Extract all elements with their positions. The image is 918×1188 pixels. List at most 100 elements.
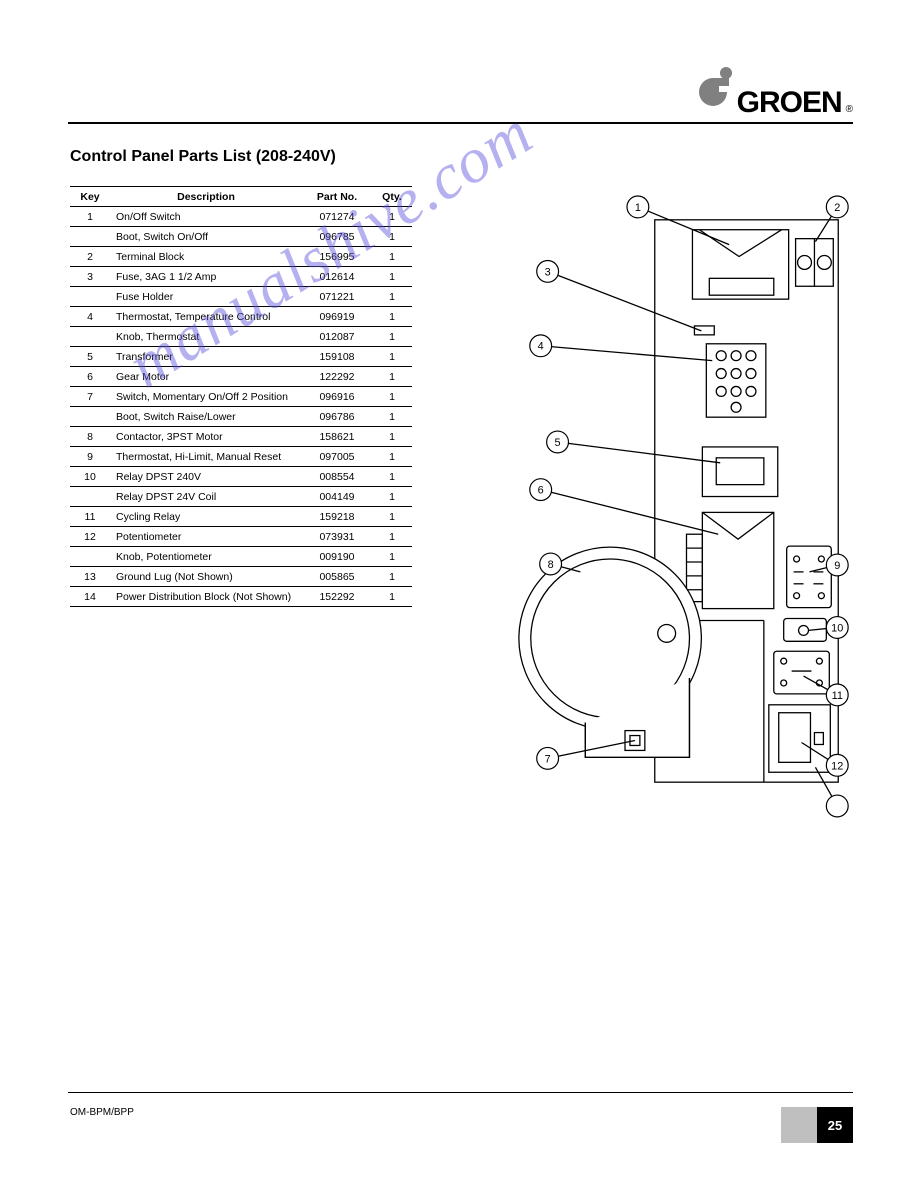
header-qty: Qty. bbox=[372, 187, 412, 207]
table-cell: 1 bbox=[372, 547, 412, 567]
table-cell: 4 bbox=[70, 307, 110, 327]
table-header-row: Key Description Part No. Qty. bbox=[70, 187, 412, 207]
table-cell: 8 bbox=[70, 427, 110, 447]
table-cell: Ground Lug (Not Shown) bbox=[110, 567, 302, 587]
footer-text: OM-BPM/BPP bbox=[70, 1107, 134, 1118]
table-row: 12Potentiometer0739311 bbox=[70, 527, 412, 547]
table-cell: 1 bbox=[372, 387, 412, 407]
table-cell: 096919 bbox=[302, 307, 372, 327]
table-cell: 10 bbox=[70, 467, 110, 487]
table-cell: 14 bbox=[70, 587, 110, 607]
table-cell: Terminal Block bbox=[110, 247, 302, 267]
table-cell: Transformer bbox=[110, 347, 302, 367]
svg-text:10: 10 bbox=[831, 622, 843, 634]
svg-text:5: 5 bbox=[555, 437, 561, 449]
control-panel-diagram: 123456789101112 bbox=[644, 197, 849, 802]
brand-logo: GROEN ® bbox=[693, 64, 853, 120]
table-cell: 11 bbox=[70, 507, 110, 527]
svg-text:4: 4 bbox=[538, 341, 544, 353]
table-cell: 1 bbox=[372, 307, 412, 327]
table-row: 8Contactor, 3PST Motor1586211 bbox=[70, 427, 412, 447]
table-row: Boot, Switch On/Off0967851 bbox=[70, 227, 412, 247]
table-row: Knob, Potentiometer0091901 bbox=[70, 547, 412, 567]
footer-rule bbox=[68, 1092, 853, 1094]
brand-registered: ® bbox=[846, 104, 853, 115]
svg-text:8: 8 bbox=[548, 559, 554, 571]
svg-text:12: 12 bbox=[831, 760, 843, 772]
table-row: Relay DPST 24V Coil0041491 bbox=[70, 487, 412, 507]
table-row: 7Switch, Momentary On/Off 2 Position0969… bbox=[70, 387, 412, 407]
table-cell: 122292 bbox=[302, 367, 372, 387]
table-cell: Cycling Relay bbox=[110, 507, 302, 527]
table-row: Fuse Holder0712211 bbox=[70, 287, 412, 307]
table-cell bbox=[70, 227, 110, 247]
table-cell: Boot, Switch Raise/Lower bbox=[110, 407, 302, 427]
svg-text:3: 3 bbox=[545, 266, 551, 278]
svg-text:9: 9 bbox=[834, 560, 840, 572]
table-cell: 1 bbox=[372, 267, 412, 287]
svg-text:6: 6 bbox=[538, 485, 544, 497]
table-cell: 158621 bbox=[302, 427, 372, 447]
table-cell: 071274 bbox=[302, 207, 372, 227]
table-cell: 1 bbox=[372, 247, 412, 267]
table-row: 4Thermostat, Temperature Control0969191 bbox=[70, 307, 412, 327]
table-cell: 096786 bbox=[302, 407, 372, 427]
table-cell: 071221 bbox=[302, 287, 372, 307]
table-row: 3Fuse, 3AG 1 1/2 Amp0126141 bbox=[70, 267, 412, 287]
header-part: Part No. bbox=[302, 187, 372, 207]
svg-text:2: 2 bbox=[834, 202, 840, 214]
table-cell: 1 bbox=[372, 507, 412, 527]
table-cell: 1 bbox=[372, 427, 412, 447]
table-cell: 9 bbox=[70, 447, 110, 467]
parts-table: Key Description Part No. Qty. 1On/Off Sw… bbox=[70, 186, 412, 607]
table-row: 11Cycling Relay1592181 bbox=[70, 507, 412, 527]
header-key: Key bbox=[70, 187, 110, 207]
table-cell: Boot, Switch On/Off bbox=[110, 227, 302, 247]
table-cell: 1 bbox=[372, 227, 412, 247]
table-cell: 096916 bbox=[302, 387, 372, 407]
table-cell: 13 bbox=[70, 567, 110, 587]
table-row: 5Transformer1591081 bbox=[70, 347, 412, 367]
table-cell: 12 bbox=[70, 527, 110, 547]
table-cell: Gear Motor bbox=[110, 367, 302, 387]
table-cell: 005865 bbox=[302, 567, 372, 587]
table-cell: 1 bbox=[372, 587, 412, 607]
table-cell: 1 bbox=[372, 327, 412, 347]
table-cell: Thermostat, Temperature Control bbox=[110, 307, 302, 327]
table-cell: Contactor, 3PST Motor bbox=[110, 427, 302, 447]
table-cell: 012087 bbox=[302, 327, 372, 347]
table-row: 1On/Off Switch0712741 bbox=[70, 207, 412, 227]
table-cell: 1 bbox=[372, 407, 412, 427]
table-cell: Fuse, 3AG 1 1/2 Amp bbox=[110, 267, 302, 287]
table-cell: 159108 bbox=[302, 347, 372, 367]
table-cell: Fuse Holder bbox=[110, 287, 302, 307]
table-cell: 1 bbox=[372, 207, 412, 227]
table-row: 13Ground Lug (Not Shown)0058651 bbox=[70, 567, 412, 587]
table-cell: 1 bbox=[372, 487, 412, 507]
table-cell: 1 bbox=[70, 207, 110, 227]
svg-text:1: 1 bbox=[635, 202, 641, 214]
table-cell: 009190 bbox=[302, 547, 372, 567]
table-row: 2Terminal Block1569951 bbox=[70, 247, 412, 267]
table-cell: On/Off Switch bbox=[110, 207, 302, 227]
table-cell: Switch, Momentary On/Off 2 Position bbox=[110, 387, 302, 407]
table-row: 14Power Distribution Block (Not Shown)15… bbox=[70, 587, 412, 607]
table-cell: 1 bbox=[372, 567, 412, 587]
table-cell: 156995 bbox=[302, 247, 372, 267]
table-cell bbox=[70, 287, 110, 307]
table-cell: Relay DPST 24V Coil bbox=[110, 487, 302, 507]
table-cell: 073931 bbox=[302, 527, 372, 547]
table-cell bbox=[70, 407, 110, 427]
page-number: 25 bbox=[817, 1107, 853, 1143]
table-cell: 3 bbox=[70, 267, 110, 287]
table-cell: Thermostat, Hi-Limit, Manual Reset bbox=[110, 447, 302, 467]
table-cell: 008554 bbox=[302, 467, 372, 487]
table-cell: 1 bbox=[372, 367, 412, 387]
table-cell: 097005 bbox=[302, 447, 372, 467]
page-number-box: 25 bbox=[781, 1107, 853, 1143]
table-cell: 012614 bbox=[302, 267, 372, 287]
table-cell: 004149 bbox=[302, 487, 372, 507]
table-cell bbox=[70, 327, 110, 347]
svg-text:7: 7 bbox=[545, 753, 551, 765]
table-cell: 5 bbox=[70, 347, 110, 367]
